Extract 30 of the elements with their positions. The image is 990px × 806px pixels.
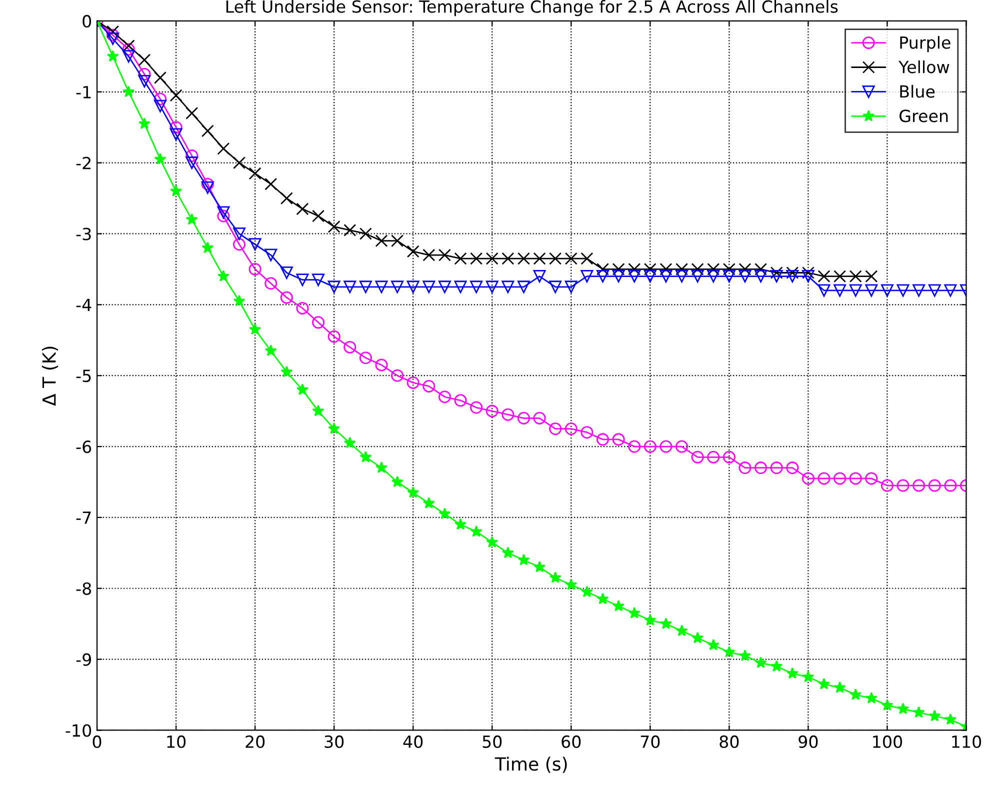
x-tick-label: 40 xyxy=(403,735,423,748)
x-tick-label: 100 xyxy=(873,735,902,748)
x-tick-label: 110 xyxy=(952,735,982,748)
x-tick-label: 30 xyxy=(324,735,344,748)
x-axis-title: Time (s) xyxy=(494,756,567,773)
y-tick-label: -10 xyxy=(66,724,92,737)
y-tick-label: -9 xyxy=(76,653,91,666)
y-tick-label: -4 xyxy=(76,298,92,311)
y-tick-label: -3 xyxy=(76,228,91,240)
x-tick-label: 50 xyxy=(482,735,502,748)
y-tick-label: -6 xyxy=(76,440,92,454)
chart-title: Left Underside Sensor: Temperature Change for 2.5 A Across All Channels xyxy=(226,0,838,16)
x-tick-label: 20 xyxy=(246,735,265,748)
legend-label: Blue xyxy=(900,84,935,98)
x-tick-label: 10 xyxy=(167,735,186,748)
y-tick-label: -5 xyxy=(76,370,91,382)
legend-label: Yellow xyxy=(898,60,950,74)
y-tick-label: -8 xyxy=(76,582,92,595)
x-tick-label: 90 xyxy=(798,735,818,748)
legend-label: Purple xyxy=(900,36,950,52)
x-tick-label: 60 xyxy=(562,735,581,748)
y-tick-label: -2 xyxy=(76,156,90,170)
legend-label: Green xyxy=(900,110,948,122)
y-tick-label: 0 xyxy=(82,14,92,28)
y-axis-title: Δ T (K) xyxy=(42,346,58,406)
x-tick-label: 70 xyxy=(640,735,660,748)
x-tick-label: 0 xyxy=(92,735,102,748)
y-tick-label: -7 xyxy=(76,512,91,524)
y-tick-label: -1 xyxy=(76,86,91,98)
x-tick-label: 80 xyxy=(720,735,739,748)
